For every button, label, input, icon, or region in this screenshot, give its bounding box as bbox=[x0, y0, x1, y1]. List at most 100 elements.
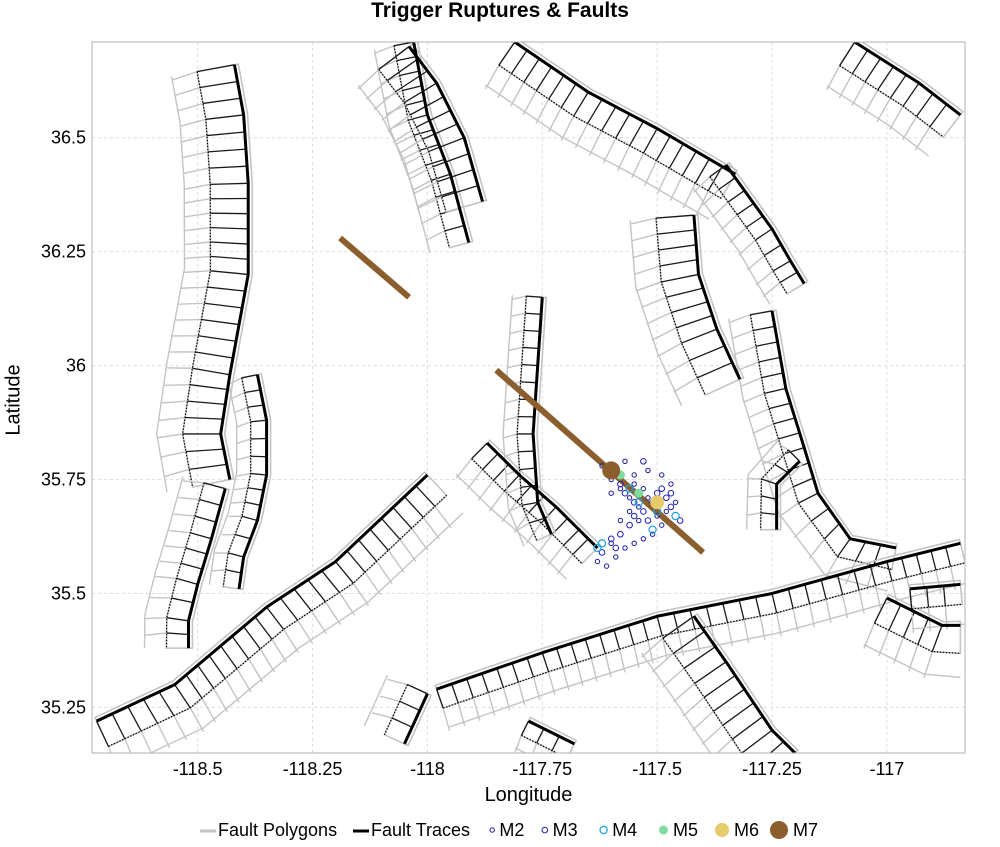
fault-polygon-rung bbox=[587, 99, 603, 124]
event-m3 bbox=[640, 458, 647, 465]
fault-trace bbox=[436, 541, 961, 691]
fault-polygon-rung bbox=[396, 55, 417, 62]
fault-polygon-rung bbox=[395, 70, 428, 93]
fault-polygon-rung bbox=[855, 541, 867, 562]
fault-polygon-rung bbox=[241, 374, 258, 379]
fault-polygon-rung bbox=[673, 630, 706, 654]
fault-trace bbox=[403, 693, 429, 745]
fault-polygon-segment bbox=[858, 589, 865, 614]
fault-polygon-rung bbox=[764, 387, 786, 395]
fault-polygon-segment bbox=[173, 715, 188, 741]
fault-polygon-rung bbox=[496, 668, 504, 688]
fault-polygon-segment bbox=[618, 649, 626, 673]
fault-traces bbox=[95, 42, 962, 753]
event-m2 bbox=[668, 481, 674, 487]
event-m2 bbox=[626, 508, 633, 515]
fault-polygon-rung bbox=[758, 356, 781, 363]
fault-polygon-segment bbox=[373, 91, 397, 111]
fault-polygon-rung bbox=[407, 683, 428, 695]
fault-polygon-rung bbox=[201, 318, 240, 326]
fault-polygon-segment bbox=[878, 629, 890, 657]
event-m3 bbox=[607, 535, 615, 543]
fault-polygon-rung bbox=[526, 657, 535, 678]
event-m3 bbox=[658, 485, 666, 492]
fault-polygon-segment bbox=[163, 468, 190, 478]
event-m4 bbox=[648, 525, 657, 534]
event-m7 bbox=[602, 461, 621, 480]
fault-polygon-segment bbox=[792, 608, 799, 632]
fault-polygon-upper-edge bbox=[393, 45, 451, 248]
fault-polygon-segment bbox=[824, 556, 839, 580]
fault-polygon-rung bbox=[96, 720, 110, 747]
fault-polygon-rung bbox=[293, 588, 312, 612]
fault-polygon-segment bbox=[505, 398, 520, 404]
fault-polygon-segment bbox=[920, 573, 928, 598]
legend-item: M5 bbox=[659, 820, 698, 840]
fault-polygon-rung bbox=[889, 74, 907, 99]
fault-polygon-upper-edge bbox=[874, 622, 961, 654]
fault-polygon-upper-edge bbox=[655, 218, 706, 396]
event-m4 bbox=[625, 484, 634, 493]
fault-polygon-rung bbox=[683, 646, 716, 669]
fault-polygon-segment bbox=[562, 667, 570, 691]
fault-polygon-segment bbox=[747, 495, 762, 498]
fault-trace bbox=[412, 42, 471, 243]
fault-polygon-rung bbox=[750, 310, 773, 316]
legend-item: M4 bbox=[599, 820, 637, 840]
fault-polygon bbox=[497, 42, 739, 200]
fault-polygon-rung bbox=[422, 123, 458, 140]
fault-polygon-rung bbox=[909, 588, 913, 609]
fault-polygon-rung bbox=[210, 182, 249, 186]
fault-polygon-rung bbox=[563, 529, 580, 546]
fault-polygon-rung bbox=[521, 501, 538, 506]
fault-polygon-rung bbox=[202, 97, 241, 105]
fault-polygon-rung bbox=[194, 515, 217, 523]
fault-polygon-rung bbox=[761, 478, 777, 485]
event-m2 bbox=[631, 481, 637, 487]
fault-polygon-rung bbox=[873, 597, 888, 624]
x-tick-label: -118 bbox=[410, 759, 445, 779]
fault-polygon-edge bbox=[863, 643, 961, 679]
fault-polygon-segment bbox=[743, 619, 750, 643]
fault-polygon-segment bbox=[908, 644, 919, 671]
fault-polygon-segment bbox=[515, 522, 530, 532]
fault-polygon-rung bbox=[210, 270, 249, 276]
fault-trace bbox=[513, 42, 737, 176]
fault-polygon-segment bbox=[387, 549, 405, 573]
fault-polygon-rung bbox=[820, 579, 827, 600]
fault-polygon-segment bbox=[761, 453, 784, 466]
event-m2 bbox=[636, 517, 642, 524]
fault-polygon-segment bbox=[547, 671, 556, 695]
fault-polygon-rung bbox=[727, 190, 745, 203]
fault-polygon-rung bbox=[391, 717, 413, 728]
fault-polygon-rung bbox=[864, 58, 881, 83]
legend-swatch bbox=[715, 823, 729, 837]
fault-polygon-segment bbox=[184, 212, 211, 218]
fault-polygon-rung bbox=[666, 287, 704, 298]
fault-polygon-segment bbox=[647, 639, 654, 664]
fault-polygon-rung bbox=[731, 716, 764, 740]
fault-polygon-rung bbox=[196, 64, 235, 73]
fault-polygon-segment bbox=[504, 415, 519, 422]
chart-title: Trigger Ruptures & Faults bbox=[371, 0, 629, 22]
fault-polygon-segment bbox=[184, 270, 211, 274]
fault-polygon-segment bbox=[512, 295, 527, 300]
fault-polygon-segment bbox=[826, 65, 841, 91]
fault-polygon-rung bbox=[210, 226, 249, 230]
event-m3 bbox=[630, 512, 638, 520]
fault-polygon-rung bbox=[431, 173, 451, 181]
fault-polygon-segment bbox=[156, 723, 171, 749]
fault-polygon-rung bbox=[774, 463, 789, 474]
event-m4 bbox=[671, 511, 680, 521]
fault-polygon-segment bbox=[747, 512, 762, 516]
fault-polygon-edge bbox=[745, 439, 779, 530]
fault-polygon-segment bbox=[509, 329, 525, 335]
fault-polygon-rung bbox=[916, 93, 934, 117]
fault-polygon-segment bbox=[487, 692, 496, 716]
event-m2 bbox=[603, 563, 610, 569]
legend-swatch bbox=[599, 825, 608, 835]
fault-polygon-segment bbox=[374, 45, 395, 55]
fault-polygon-rung bbox=[745, 215, 764, 228]
fault-polygon-segment bbox=[179, 118, 207, 127]
fault-polygon-segment bbox=[617, 145, 631, 171]
